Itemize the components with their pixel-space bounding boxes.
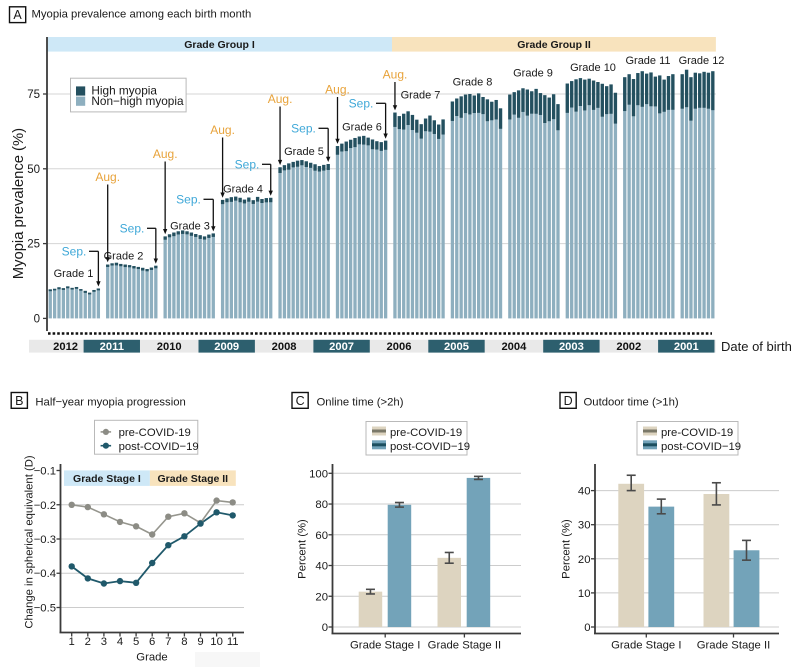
- svg-text:High myopia: High myopia: [91, 84, 157, 98]
- svg-text:Grade Stage II: Grade Stage II: [428, 640, 501, 652]
- svg-text:40: 40: [578, 486, 591, 498]
- svg-text:pre-COVID-19: pre-COVID-19: [119, 427, 191, 439]
- svg-text:Grade 3: Grade 3: [170, 221, 210, 233]
- svg-text:Aug.: Aug.: [210, 123, 235, 137]
- svg-text:Grade 10: Grade 10: [570, 62, 616, 74]
- svg-text:5: 5: [133, 636, 139, 648]
- svg-text:Grade 1: Grade 1: [54, 268, 94, 280]
- svg-text:Grade Stage I: Grade Stage I: [611, 640, 681, 652]
- svg-text:Change in spherical equivalent: Change in spherical equivalent (D): [24, 455, 36, 629]
- svg-text:0: 0: [322, 622, 328, 634]
- svg-text:post-COVID−19: post-COVID−19: [390, 441, 470, 453]
- svg-text:6: 6: [149, 636, 155, 648]
- svg-text:2002: 2002: [616, 341, 641, 353]
- svg-text:8: 8: [181, 636, 187, 648]
- svg-text:Aug.: Aug.: [383, 68, 408, 82]
- svg-text:Grade 5: Grade 5: [284, 146, 324, 158]
- svg-text:−0.4: −0.4: [34, 568, 56, 580]
- svg-text:post-COVID−19: post-COVID−19: [661, 441, 741, 453]
- svg-text:50: 50: [27, 164, 40, 176]
- svg-text:30: 30: [578, 520, 591, 532]
- svg-text:0: 0: [34, 313, 40, 325]
- svg-text:Grade Stage I: Grade Stage I: [350, 640, 420, 652]
- svg-text:20: 20: [578, 554, 591, 566]
- svg-text:100: 100: [309, 468, 328, 480]
- svg-text:7: 7: [165, 636, 171, 648]
- svg-text:10: 10: [578, 588, 591, 600]
- svg-text:60: 60: [315, 530, 328, 542]
- svg-text:25: 25: [27, 239, 40, 251]
- svg-text:40: 40: [315, 561, 328, 573]
- svg-text:Grade Stage I: Grade Stage I: [73, 473, 141, 485]
- svg-text:2009: 2009: [214, 341, 239, 353]
- svg-text:−0.3: −0.3: [34, 534, 56, 546]
- svg-text:D: D: [564, 394, 573, 408]
- svg-text:Grade 8: Grade 8: [453, 77, 493, 89]
- svg-text:2: 2: [85, 636, 91, 648]
- svg-text:2011: 2011: [100, 341, 124, 353]
- svg-text:Percent (%): Percent (%): [297, 519, 309, 579]
- svg-text:Myopia prevalence (%): Myopia prevalence (%): [11, 128, 27, 279]
- svg-text:Grade Stage II: Grade Stage II: [697, 640, 770, 652]
- svg-text:A: A: [13, 8, 22, 22]
- svg-text:Grade 9: Grade 9: [513, 68, 553, 80]
- svg-text:Grade Group II: Grade Group II: [517, 39, 591, 51]
- svg-text:2005: 2005: [444, 341, 469, 353]
- svg-text:Non−high myopia: Non−high myopia: [91, 94, 184, 108]
- svg-text:Sep.: Sep.: [176, 193, 201, 207]
- svg-text:Grade 11: Grade 11: [625, 55, 670, 67]
- svg-text:75: 75: [27, 89, 40, 101]
- svg-text:−0.1: −0.1: [34, 466, 56, 478]
- svg-text:2008: 2008: [272, 341, 297, 353]
- svg-text:3: 3: [101, 636, 107, 648]
- svg-text:1: 1: [69, 636, 75, 648]
- svg-text:post-COVID−19: post-COVID−19: [119, 441, 199, 453]
- svg-text:0: 0: [584, 622, 590, 634]
- svg-text:Aug.: Aug.: [95, 170, 120, 184]
- svg-text:2004: 2004: [501, 341, 527, 353]
- svg-text:pre-COVID-19: pre-COVID-19: [390, 427, 462, 439]
- svg-text:20: 20: [315, 591, 328, 603]
- svg-text:2001: 2001: [674, 341, 699, 353]
- svg-text:2003: 2003: [559, 341, 584, 353]
- svg-text:Sep.: Sep.: [349, 97, 374, 111]
- svg-text:Grade: Grade: [136, 652, 167, 664]
- svg-text:Sep.: Sep.: [235, 158, 260, 172]
- svg-text:Percent (%): Percent (%): [561, 519, 573, 579]
- svg-text:2006: 2006: [387, 341, 412, 353]
- svg-text:Grade 4: Grade 4: [223, 184, 263, 196]
- svg-text:10: 10: [210, 636, 223, 648]
- svg-text:B: B: [15, 394, 23, 408]
- svg-text:Grade 2: Grade 2: [104, 251, 144, 263]
- svg-text:Grade 7: Grade 7: [401, 90, 441, 102]
- svg-text:Date of birth: Date of birth: [721, 339, 792, 354]
- svg-text:4: 4: [117, 636, 123, 648]
- svg-text:pre-COVID-19: pre-COVID-19: [661, 427, 733, 439]
- svg-text:Sep.: Sep.: [291, 122, 316, 136]
- svg-text:Grade 12: Grade 12: [679, 55, 725, 67]
- svg-text:Grade Group I: Grade Group I: [184, 39, 255, 51]
- svg-text:80: 80: [315, 499, 328, 511]
- svg-text:11: 11: [227, 636, 239, 648]
- svg-text:2007: 2007: [329, 341, 354, 353]
- svg-text:Sep.: Sep.: [120, 222, 145, 236]
- svg-text:Sep.: Sep.: [62, 245, 87, 259]
- svg-text:Half−year myopia progression: Half−year myopia progression: [35, 397, 185, 409]
- svg-text:9: 9: [197, 636, 203, 648]
- svg-text:−0.5: −0.5: [34, 603, 56, 615]
- svg-text:Grade 6: Grade 6: [342, 122, 382, 134]
- svg-text:Online time (>2h): Online time (>2h): [317, 397, 404, 409]
- svg-text:C: C: [296, 394, 305, 408]
- svg-text:Aug.: Aug.: [325, 83, 350, 97]
- svg-text:Myopia prevalence among each b: Myopia prevalence among each birth month: [32, 9, 252, 21]
- svg-text:Outdoor time (>1h): Outdoor time (>1h): [584, 397, 679, 409]
- svg-text:−0.2: −0.2: [34, 500, 56, 512]
- svg-text:Aug.: Aug.: [153, 147, 178, 161]
- svg-text:2012: 2012: [53, 341, 78, 353]
- svg-text:Grade Stage II: Grade Stage II: [157, 473, 228, 485]
- svg-text:Aug.: Aug.: [268, 92, 293, 106]
- svg-text:2010: 2010: [157, 341, 182, 353]
